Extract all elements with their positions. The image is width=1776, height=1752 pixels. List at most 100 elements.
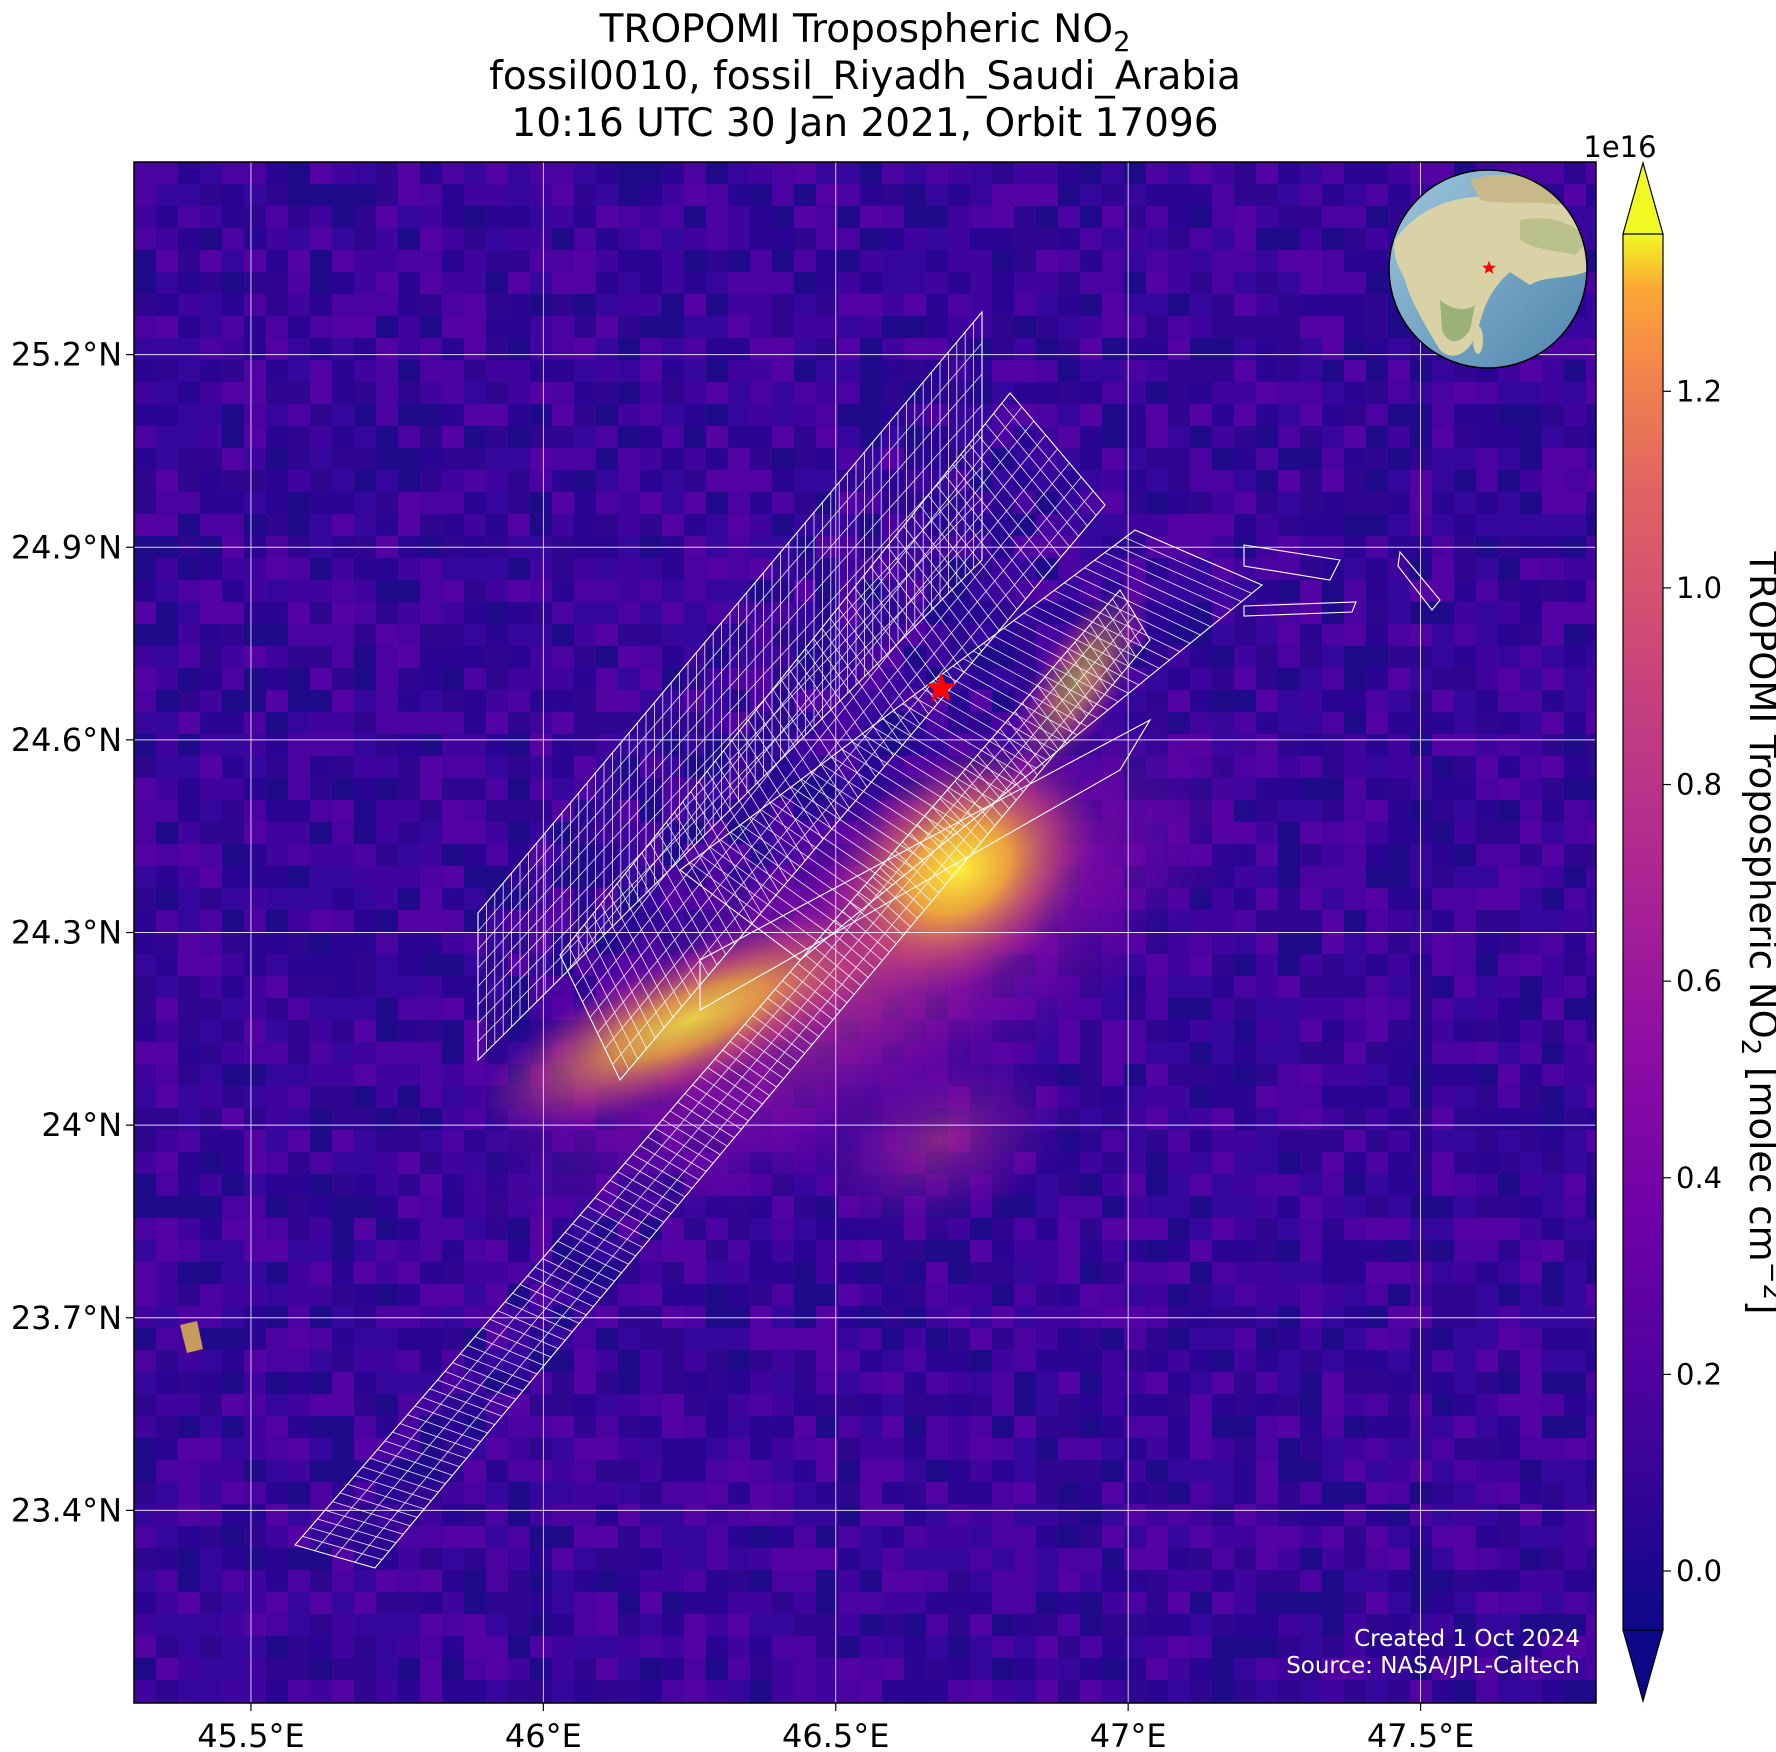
chart-title-line-1: TROPOMI Tropospheric NO2: [599, 7, 1131, 58]
mesh-line: [354, 627, 1143, 1563]
mesh-line: [922, 688, 1047, 761]
mesh-line: [760, 809, 883, 894]
mesh-line: [780, 794, 903, 877]
mesh-line: [1074, 574, 1201, 636]
lat-tick-label: 24.9°N: [11, 528, 122, 566]
chart-title-line-2: fossil0010, fossil_Riyadh_Saudi_Arabia: [489, 54, 1241, 99]
mesh-line: [1003, 627, 1129, 694]
lon-tick-label: 46°E: [505, 1717, 582, 1752]
source-credit: Source: NASA/JPL-Caltech: [1286, 1653, 1580, 1679]
colorbar-scale-label: 1e16: [1583, 130, 1656, 164]
mesh-line: [811, 771, 934, 853]
lat-tick-label: 24.3°N: [11, 914, 122, 952]
lat-tick-label: 24.6°N: [11, 721, 122, 759]
colorbar-extend-min: [1622, 1629, 1664, 1704]
mesh-line: [334, 614, 1136, 1557]
mesh-line: [942, 673, 1068, 744]
mesh-line: [1064, 582, 1191, 644]
swath-small-3: [1397, 550, 1441, 611]
mesh-line: [851, 741, 975, 819]
mesh-line: [710, 847, 832, 936]
lat-tick-label: 23.4°N: [11, 1491, 122, 1529]
mesh-line: [1053, 590, 1181, 653]
mesh-line: [1033, 605, 1160, 669]
mesh-line: [1124, 537, 1252, 594]
colorbar-gradient: [1623, 234, 1663, 1630]
mesh-line: [699, 854, 821, 944]
map-area: [133, 161, 1597, 1704]
mesh-line: [790, 786, 914, 869]
mesh-line: [973, 650, 1098, 719]
mesh-line: [871, 726, 996, 803]
mesh-line: [1043, 597, 1170, 661]
chart-title-line-3: 10:16 UTC 30 Jan 2021, Orbit 17096: [511, 101, 1219, 146]
mesh-line: [841, 748, 965, 828]
mesh-line: [574, 420, 1035, 987]
globe-locator-icon: [1388, 169, 1588, 369]
mesh-line: [831, 756, 955, 836]
mesh-line: [720, 839, 842, 927]
swath-small-1: [1243, 544, 1341, 581]
colorbar-extend-max: [1622, 160, 1664, 235]
longitude-ticks: 45.5°E 46°E 46.5°E 47°E 47.5°E: [197, 1703, 1474, 1752]
lon-tick-label: 47°E: [1090, 1717, 1167, 1752]
mesh-line: [1084, 567, 1211, 628]
mesh-line: [952, 665, 1078, 736]
colorbar-label: TROPOMI Tropospheric NO2 [molec cm−2]: [1735, 551, 1776, 1315]
mesh-line: [1114, 544, 1242, 603]
mesh-line: [477, 466, 983, 1006]
mesh-line: [912, 695, 1037, 769]
colorbar-tick-label: 0.8: [1676, 768, 1722, 802]
lon-tick-label: 46.5°E: [782, 1717, 889, 1752]
mesh-line: [1094, 559, 1222, 619]
mesh-line: [801, 778, 924, 861]
mesh-line: [1104, 552, 1232, 611]
colorbar-tick-label: 1.2: [1676, 374, 1722, 408]
lat-tick-label: 24°N: [41, 1106, 122, 1144]
swath-east-grid: [559, 392, 1106, 1082]
mesh-line: [477, 342, 983, 932]
mesh-line: [477, 373, 983, 951]
mesh-line: [314, 602, 1128, 1552]
mesh-line: [993, 635, 1119, 703]
colorbar-tick-label: 0.6: [1676, 964, 1722, 998]
colorbar-tick-label: 0.0: [1676, 1554, 1722, 1588]
swath-small-2: [1243, 601, 1357, 617]
mesh-line: [730, 831, 852, 919]
colorbar: 0.0 0.2 0.4 0.6 0.8 1.0 1.2 1e16 TROPOMI Tropo…: [1583, 130, 1776, 1704]
mesh-line: [932, 680, 1057, 753]
mesh-line: [567, 406, 1023, 971]
mesh-line: [689, 862, 811, 952]
created-date-credit: Created 1 Oct 2024: [1354, 1626, 1580, 1652]
mesh-line: [892, 710, 1016, 786]
swath-plume-grid: [699, 718, 1152, 1011]
colorbar-tick-label: 0.4: [1676, 1161, 1722, 1195]
map-gridlines: [134, 162, 1596, 1703]
latitude-ticks: 25.2°N 24.9°N 24.6°N 24.3°N 24°N 23.7°N 23.4°N: [11, 336, 134, 1529]
mesh-line: [604, 476, 1082, 1050]
mesh-line: [582, 434, 1046, 1003]
colorbar-ticks: 0.0 0.2 0.4 0.6 0.8 1.0 1.2: [1663, 374, 1722, 1588]
colorbar-tick-label: 0.2: [1676, 1357, 1722, 1391]
lat-tick-label: 23.7°N: [11, 1299, 122, 1337]
mesh-line: [477, 435, 983, 987]
mesh-line: [861, 733, 986, 811]
mesh-line: [612, 490, 1094, 1065]
mesh-line: [962, 658, 1088, 728]
mesh-line: [902, 703, 1027, 778]
footprint-mesh: [302, 322, 1252, 1563]
mesh-line: [1023, 612, 1150, 678]
lon-tick-label: 47.5°E: [1367, 1717, 1474, 1752]
mesh-line: [597, 462, 1070, 1034]
lon-tick-label: 45.5°E: [197, 1717, 304, 1752]
lat-tick-label: 25.2°N: [11, 336, 122, 374]
mesh-line: [477, 404, 983, 969]
swath-long-diagonal: [294, 589, 1151, 1569]
mesh-line: [750, 816, 873, 902]
red-star-icon: [925, 672, 957, 702]
colorbar-tick-label: 1.0: [1676, 571, 1722, 605]
mesh-line: [740, 824, 862, 911]
tan-pixel-patch: [180, 1321, 203, 1353]
mesh-line: [589, 448, 1058, 1018]
